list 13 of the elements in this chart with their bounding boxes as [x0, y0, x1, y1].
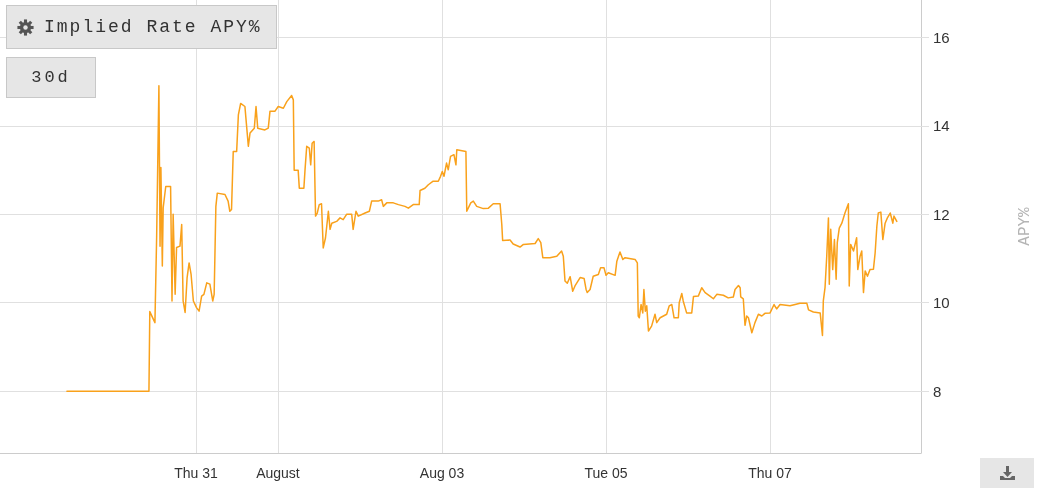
x-tick-label: Thu 31	[174, 465, 218, 481]
y-tick-label: 8	[933, 382, 942, 400]
x-tick-label: Thu 07	[748, 465, 793, 481]
x-tick-label: Tue 05	[584, 465, 628, 481]
y-tick-label: 12	[933, 205, 950, 223]
y-tick-label: 10	[933, 294, 950, 312]
y-axis-title: APY%	[1016, 206, 1034, 246]
text: Implied Rate APY%	[44, 17, 262, 37]
y-tick-label: 16	[933, 29, 950, 47]
annotation: 30d	[31, 68, 71, 87]
x-tick-label: Aug 03	[419, 465, 465, 481]
y-tick-label: 14	[933, 117, 950, 135]
x-tick-label: August	[256, 465, 300, 481]
